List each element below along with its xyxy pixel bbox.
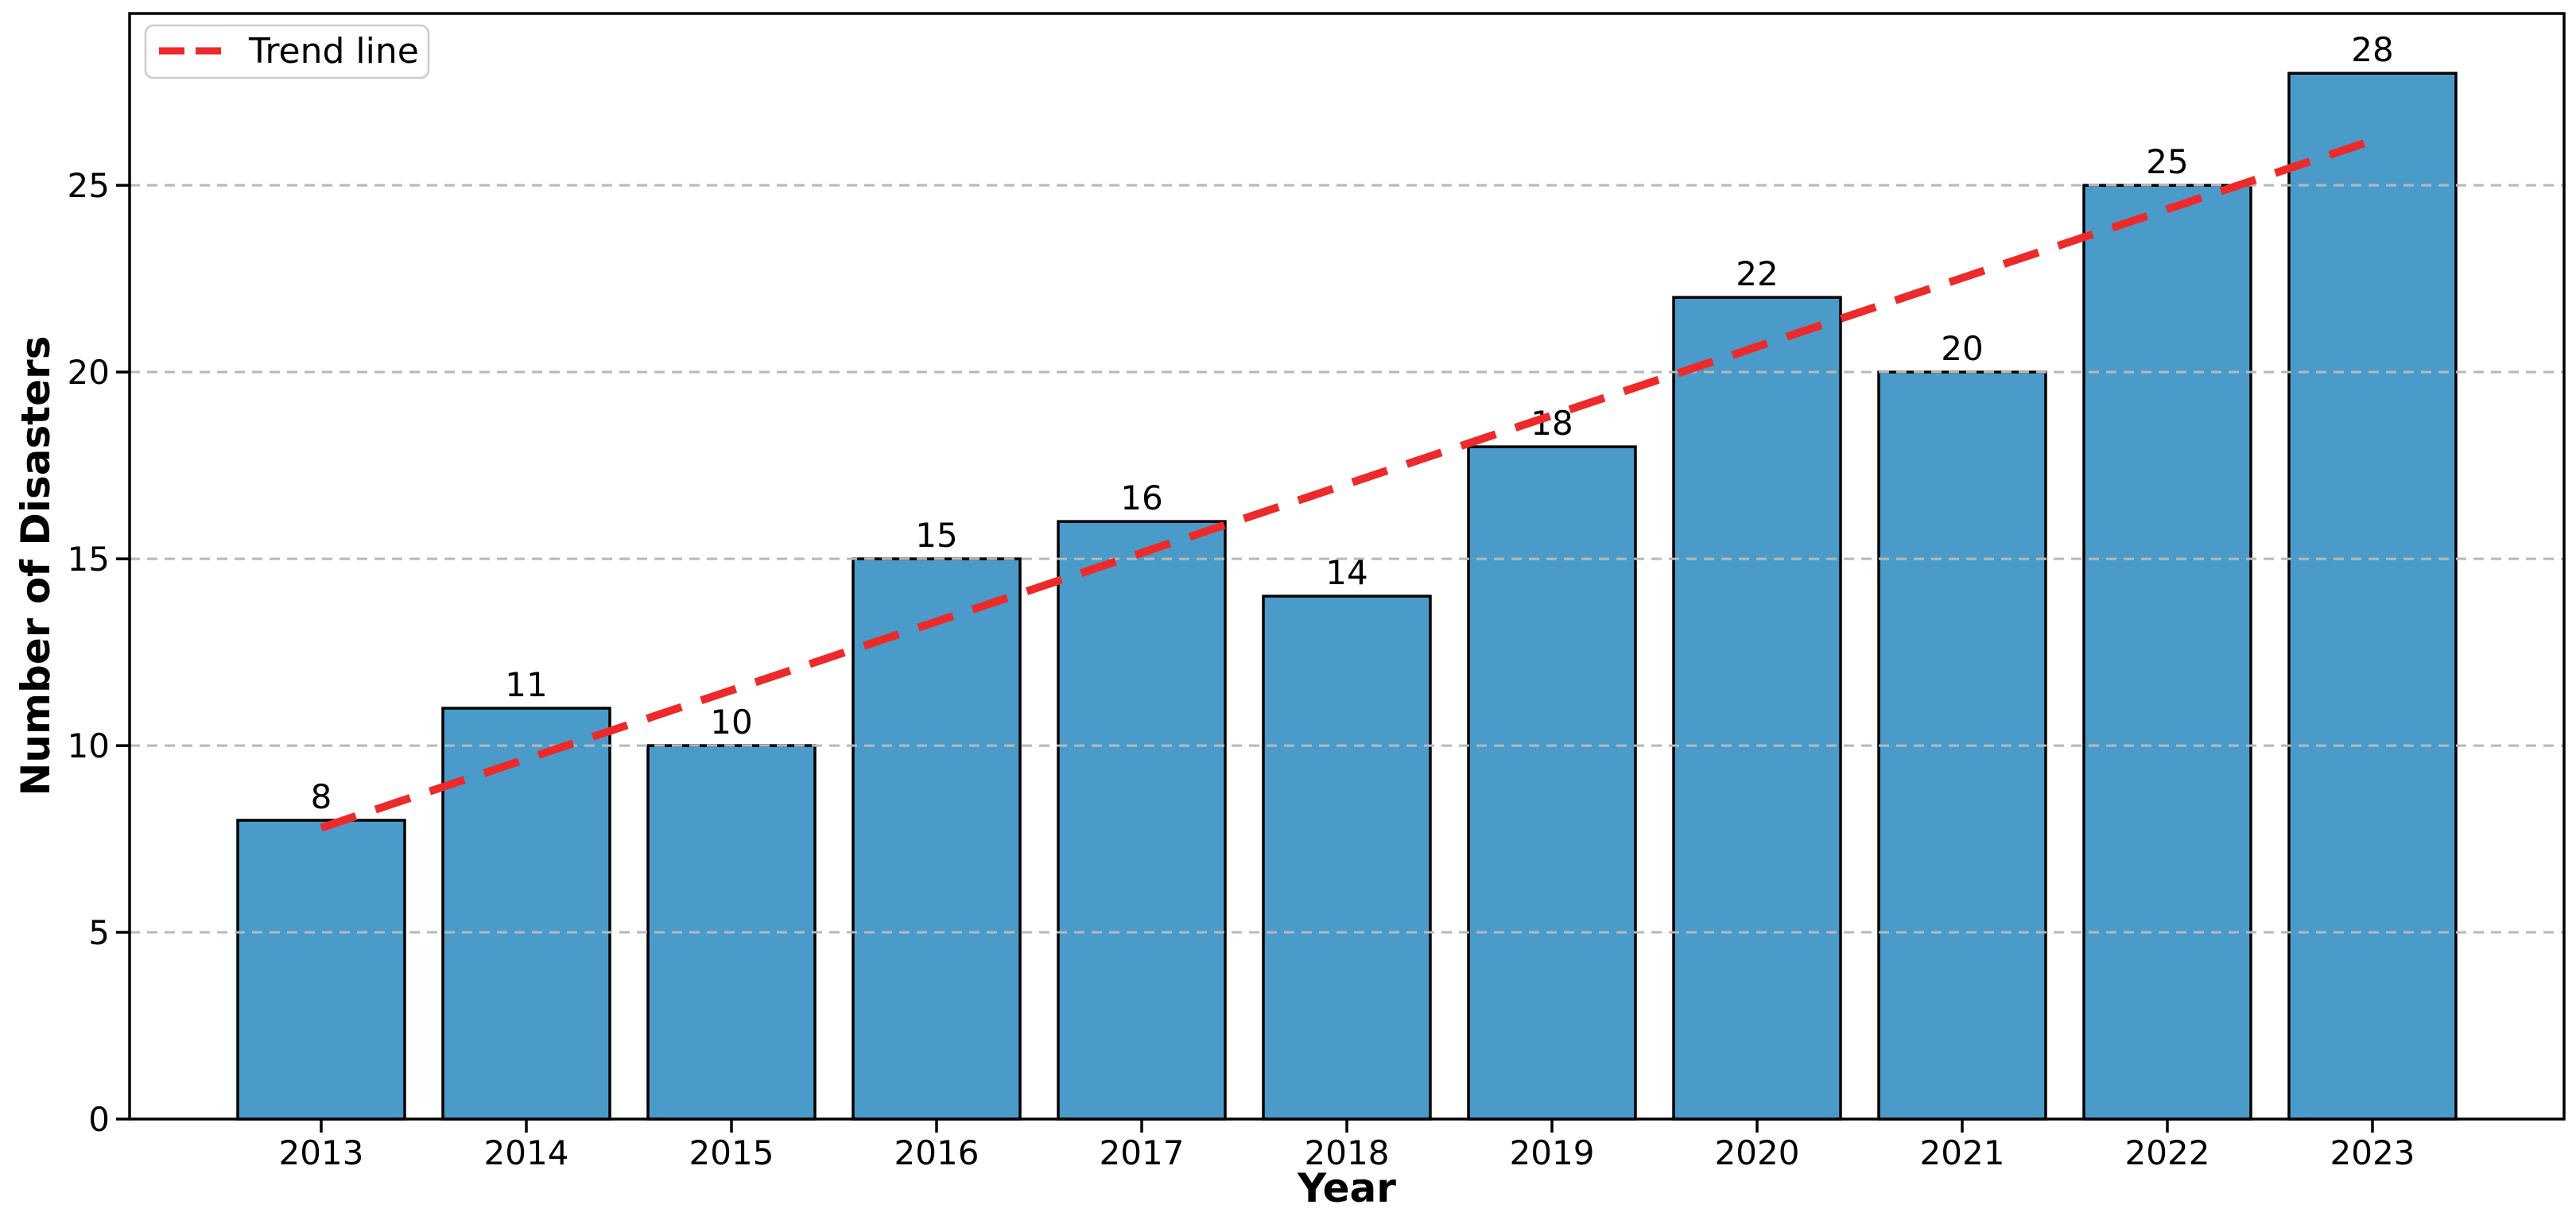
x-tick-label-2023: 2023: [2330, 1133, 2415, 1172]
bar-value-label-2017: 16: [1120, 478, 1162, 517]
x-tick-label-2017: 2017: [1100, 1133, 1185, 1172]
x-axis-title: Year: [1297, 1165, 1396, 1211]
x-tick-label-2016: 2016: [894, 1133, 980, 1172]
bar-2016: [852, 557, 1022, 1121]
y-tick-label-5: 5: [88, 913, 110, 952]
bar-2022: [2082, 184, 2252, 1121]
legend-box: [144, 24, 430, 79]
x-tick-label-2015: 2015: [689, 1133, 774, 1172]
y-tick-label-25: 25: [68, 166, 110, 205]
y-tick-label-15: 15: [68, 540, 110, 579]
x-tick-label-2020: 2020: [1715, 1133, 1800, 1172]
gridlines-group: [130, 184, 2564, 934]
x-tick-label-2013: 2013: [279, 1133, 364, 1172]
legend: Trend line: [144, 24, 430, 79]
bar-value-label-2021: 20: [1941, 329, 1983, 368]
y-axis-title: Number of Disasters: [13, 336, 59, 796]
bar-value-label-2016: 15: [915, 516, 957, 555]
y-tick-label-20: 20: [68, 353, 110, 392]
legend-entry-trend-line: Trend line: [248, 31, 419, 72]
bar-value-label-2023: 28: [2351, 30, 2393, 69]
bar-2017: [1057, 520, 1227, 1121]
bar-2023: [2287, 72, 2458, 1121]
bar-2018: [1262, 595, 1432, 1121]
bar-2020: [1672, 296, 1842, 1121]
bar-value-label-2020: 22: [1736, 254, 1778, 293]
bar-2019: [1467, 445, 1637, 1121]
x-tick-label-2018: 2018: [1305, 1133, 1390, 1172]
bar-2013: [236, 819, 406, 1121]
x-tick-label-2022: 2022: [2125, 1133, 2210, 1172]
y-tick-label-0: 0: [88, 1100, 110, 1139]
bar-2014: [441, 707, 611, 1121]
x-tick-label-2021: 2021: [1920, 1133, 2005, 1172]
trend-line: [320, 137, 2374, 832]
bar-value-label-2014: 11: [505, 665, 547, 704]
y-tick-label-10: 10: [68, 726, 110, 765]
bar-2021: [1877, 370, 2047, 1121]
bar-value-label-2018: 14: [1325, 553, 1368, 592]
bar-value-label-2022: 25: [2146, 142, 2188, 181]
bar-value-label-2013: 8: [311, 777, 332, 816]
bars-group: [236, 72, 2458, 1121]
ticks-group: [116, 184, 2374, 1133]
bar-value-label-2015: 10: [710, 703, 752, 742]
x-tick-label-2019: 2019: [1510, 1133, 1595, 1172]
x-tick-label-2014: 2014: [484, 1133, 569, 1172]
trend-group: [320, 137, 2374, 832]
